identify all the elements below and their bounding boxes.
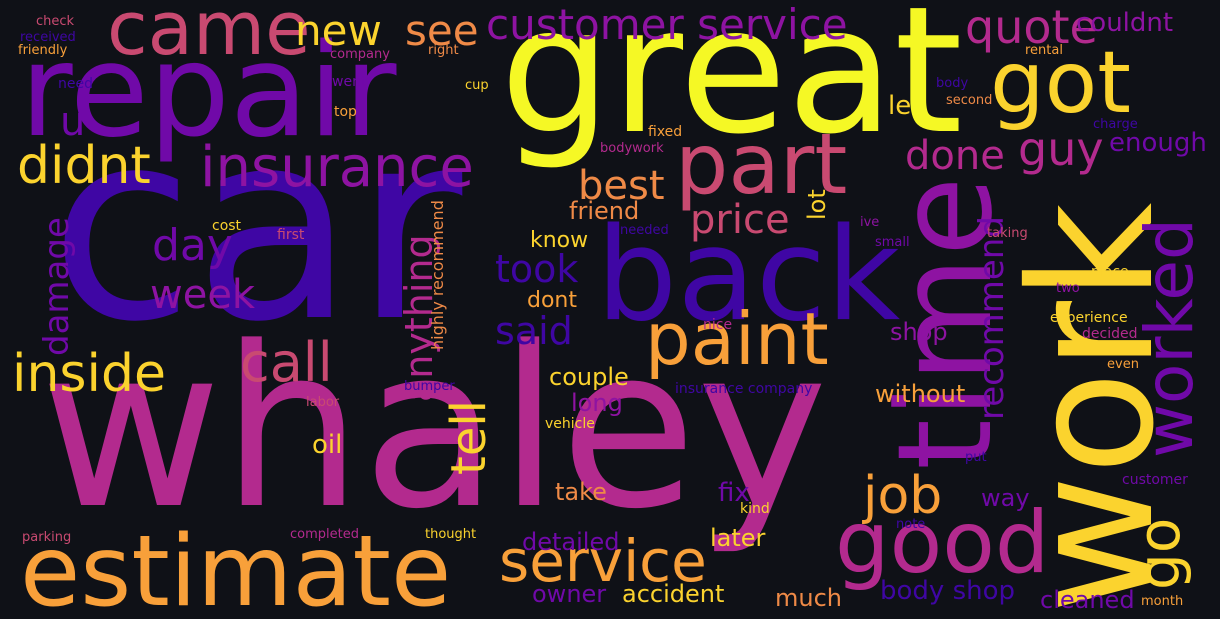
word-shop: shop <box>890 318 948 346</box>
word-experience: experience <box>1050 310 1128 326</box>
word-inside: inside <box>12 344 166 404</box>
word-dont: dont <box>527 288 577 313</box>
word-body-shop: body shop <box>880 576 1016 606</box>
word-know: know <box>530 228 589 253</box>
word-best: best <box>578 163 665 209</box>
word-oil: oil <box>312 430 343 460</box>
word-owner: owner <box>532 580 607 608</box>
word-accident: accident <box>622 580 725 608</box>
word-service: service <box>499 527 707 595</box>
word-insurance-company: insurance company <box>675 381 813 397</box>
word-great: great <box>500 0 963 173</box>
word-note: note <box>896 517 926 532</box>
word-go: go <box>1125 517 1193 590</box>
word-bodywork: bodywork <box>600 141 664 156</box>
word-parking: parking <box>22 530 72 545</box>
word-fixed: fixed <box>648 124 683 140</box>
word-way: way <box>981 484 1030 512</box>
word-kind: kind <box>740 501 770 517</box>
word-done: done <box>905 133 1005 179</box>
word-cup: cup <box>465 78 489 93</box>
word-took: took <box>495 247 579 291</box>
word-labor: labor <box>306 395 340 410</box>
word-first: first <box>277 227 305 243</box>
word-bumper: bumper <box>404 379 455 394</box>
word-job: job <box>863 466 943 526</box>
word-came: came <box>107 0 311 72</box>
word-ive: ive <box>860 215 880 230</box>
word-body: body <box>936 76 969 91</box>
word-thought: thought <box>425 527 477 542</box>
word-small: small <box>875 235 910 250</box>
word-worked: worked <box>1131 218 1208 458</box>
word-estimate: estimate <box>20 515 452 619</box>
word-enough: enough <box>1109 128 1207 158</box>
word-week: week <box>150 272 256 318</box>
word-le: le <box>888 91 912 121</box>
word-cost: cost <box>212 218 242 234</box>
word-customer: customer <box>1122 472 1188 488</box>
word-taking: taking <box>987 226 1028 241</box>
word-check: check <box>36 14 75 29</box>
word-decided: decided <box>1082 326 1138 342</box>
word-call: call <box>240 331 333 394</box>
word-lot: lot <box>803 189 831 220</box>
word-guy: guy <box>1018 122 1104 176</box>
word-charge: charge <box>1093 117 1138 132</box>
word-good: good <box>835 493 1050 593</box>
word-rental: rental <box>1025 43 1063 58</box>
word-detailed: detailed <box>522 528 620 556</box>
word-car: car <box>50 74 463 379</box>
word-went: went <box>332 74 367 90</box>
word-second: second <box>946 93 993 108</box>
word-take: take <box>555 478 607 506</box>
word-damage: damage <box>37 217 77 356</box>
word-price: price <box>690 197 790 243</box>
word-friendly: friendly <box>18 43 68 58</box>
word-fix: fix <box>718 478 750 508</box>
word-completed: completed <box>290 527 359 542</box>
word-part: part <box>675 115 848 213</box>
word-two: two <box>1056 281 1080 296</box>
word-friend: friend <box>569 197 640 225</box>
word-even: even <box>1107 357 1139 372</box>
word-customer-service: customer service <box>486 0 848 49</box>
word-insurance: insurance <box>200 135 474 200</box>
word-nice: nice <box>703 317 733 333</box>
word-cleaned: cleaned <box>1040 586 1135 614</box>
word-put: put <box>965 450 987 465</box>
word-top: top <box>334 104 357 120</box>
word-company: company <box>330 47 390 62</box>
word-right: right <box>428 43 459 58</box>
word-repair: repair <box>20 17 397 166</box>
word-said: said <box>495 309 573 353</box>
word-received: received <box>20 30 76 45</box>
word-much: much <box>775 584 842 612</box>
word-place: place <box>1091 264 1129 280</box>
word-u: u <box>60 99 86 145</box>
word-vehicle: vehicle <box>545 416 595 432</box>
word-paint: paint <box>645 297 829 381</box>
word-recommend: recommend <box>972 216 1012 420</box>
word-month: month <box>1141 594 1184 609</box>
word-need: need <box>58 76 93 92</box>
word-needed: needed <box>620 223 669 238</box>
word-later: later <box>710 524 766 552</box>
word-see: see <box>405 6 479 55</box>
word-back: back <box>596 201 901 350</box>
word-new: new <box>295 6 382 55</box>
word-without: without <box>875 380 966 408</box>
word-whaley: whaley <box>40 300 828 558</box>
word-long: long <box>571 389 623 417</box>
word-tell: tell <box>441 399 497 475</box>
word-day: day <box>152 220 233 271</box>
word-couple: couple <box>549 363 629 391</box>
word-quote: quote <box>965 0 1098 54</box>
word-couldnt: couldnt <box>1076 8 1174 38</box>
word-didnt: didnt <box>17 136 151 196</box>
word-highly-recommend: highly recommend <box>428 200 447 350</box>
word-got: got <box>990 33 1131 133</box>
